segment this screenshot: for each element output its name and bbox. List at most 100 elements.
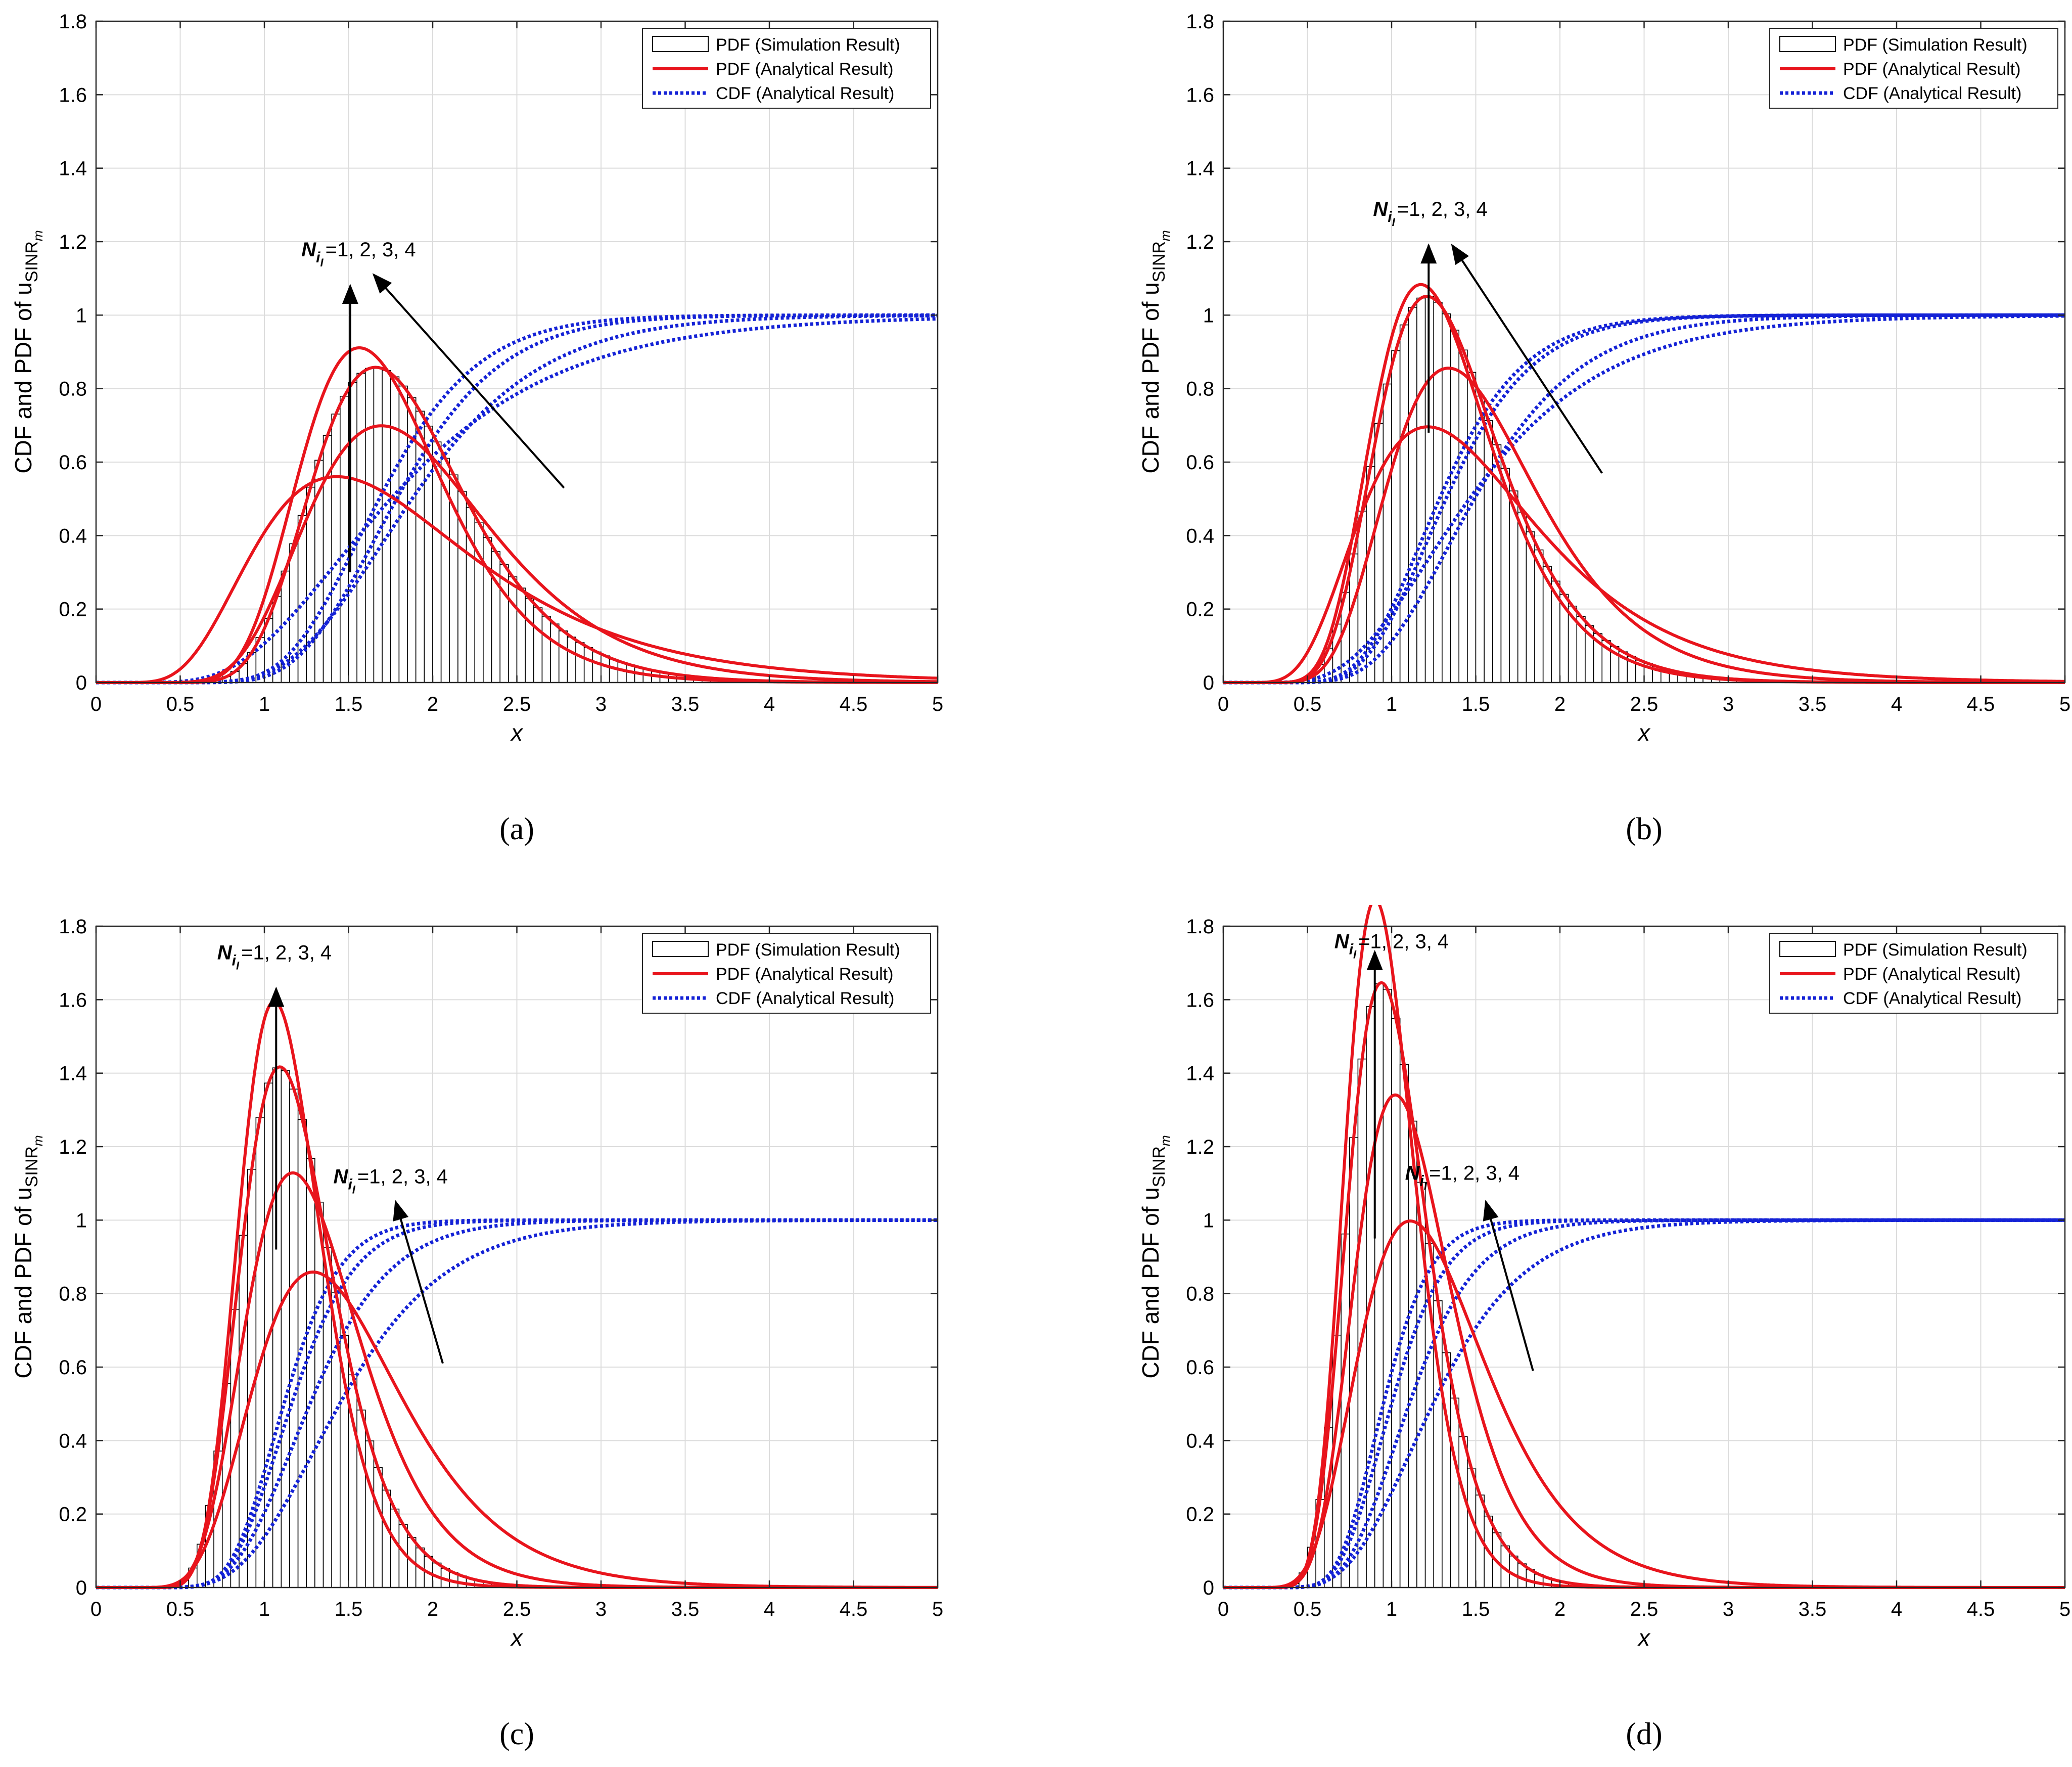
ticks: 0 0.5 1 1.5 2 2.5 3 3.5 4 4.5 5 0 0.2 0.4 0.6 0.8 1 1.2 1.… bbox=[59, 916, 943, 1620]
x-tick-label: 1.5 bbox=[335, 693, 363, 715]
histogram-bar bbox=[1442, 1352, 1451, 1588]
histogram-bar bbox=[558, 630, 568, 683]
annotation-subscript: i bbox=[348, 1176, 352, 1193]
legend-swatch-histogram bbox=[652, 36, 709, 52]
cdf-line-n4 bbox=[1223, 313, 2065, 685]
y-axis-label-sub: SINR bbox=[1149, 241, 1169, 282]
x-tick-label: 3.5 bbox=[1799, 693, 1827, 715]
annotation-label: NiI=1, 2, 3, 4 bbox=[217, 941, 332, 972]
y-axis-label: CDF and PDF of uSINRm bbox=[1137, 1135, 1173, 1378]
ticks: 0 0.5 1 1.5 2 2.5 3 3.5 4 4.5 5 0 0.2 0.4 0.6 0.8 1 1.2 1.… bbox=[1186, 11, 2070, 715]
histogram-bar bbox=[1500, 468, 1510, 683]
y-axis-label-main: CDF and PDF of u bbox=[10, 1187, 36, 1378]
y-axis-label: CDF and PDF of uSINRm bbox=[1137, 230, 1173, 473]
annotation-label: NiI=1, 2, 3, 4 bbox=[301, 239, 416, 269]
x-tick-label: 3 bbox=[595, 693, 607, 715]
x-tick-label: 1.5 bbox=[1462, 1598, 1490, 1620]
histogram-bar bbox=[617, 662, 627, 683]
annotation-subscript: i bbox=[316, 249, 320, 266]
x-tick-label: 4.5 bbox=[840, 693, 868, 715]
annotation-arrow bbox=[393, 1200, 444, 1364]
annotation-values: =1, 2, 3, 4 bbox=[1429, 1162, 1520, 1184]
histogram-bar bbox=[1467, 372, 1477, 683]
y-axis-label-sub: SINR bbox=[1149, 1146, 1169, 1187]
annotation-subsubscript: I bbox=[320, 256, 324, 269]
annotation-label: NiI=1, 2, 3, 4 bbox=[1405, 1162, 1520, 1192]
y-tick-label: 1.6 bbox=[1186, 989, 1214, 1011]
panel-caption: (d) bbox=[1626, 1717, 1662, 1751]
annotation-symbol: N bbox=[301, 239, 316, 261]
y-tick-label: 0.4 bbox=[59, 525, 87, 547]
histogram-bar bbox=[483, 537, 492, 683]
histogram-bar bbox=[340, 395, 349, 683]
histogram-bar bbox=[1399, 1064, 1409, 1588]
annotation-arrow bbox=[1451, 243, 1603, 474]
histogram-bar bbox=[1383, 988, 1392, 1588]
cdf-line-n4 bbox=[96, 313, 938, 685]
y-tick-label: 1.2 bbox=[1186, 1136, 1214, 1158]
x-tick-label: 2 bbox=[427, 1598, 438, 1620]
legend-label: CDF (Analytical Result) bbox=[716, 84, 894, 103]
x-tick-label: 4 bbox=[1891, 1598, 1902, 1620]
y-tick-label: 0.4 bbox=[59, 1430, 87, 1452]
y-tick-label: 1.4 bbox=[59, 1063, 87, 1085]
y-tick-label: 1.2 bbox=[59, 231, 87, 253]
y-tick-label: 0.4 bbox=[1186, 1430, 1214, 1452]
cdf-series bbox=[96, 1218, 938, 1590]
x-tick-label: 2.5 bbox=[503, 693, 531, 715]
histogram-bar bbox=[1416, 297, 1426, 683]
legend-label: CDF (Analytical Result) bbox=[716, 989, 894, 1008]
histogram-bar bbox=[373, 1467, 383, 1588]
histogram-bar bbox=[364, 1440, 375, 1588]
panel-d: 0 0.5 1 1.5 2 2.5 3 3.5 4 4.5 5 0 0.2 0.4 0.6 0.8 1 1.2 1.… bbox=[1127, 898, 2072, 1767]
x-tick-label: 5 bbox=[2059, 693, 2070, 715]
legend-label: PDF (Analytical Result) bbox=[1843, 965, 2020, 984]
x-tick-label: 4 bbox=[764, 693, 775, 715]
ticks: 0 0.5 1 1.5 2 2.5 3 3.5 4 4.5 5 0 0.2 0.4 0.6 0.8 1 1.2 1.… bbox=[1186, 916, 2070, 1620]
y-tick-label: 1.8 bbox=[59, 11, 87, 33]
histogram-bar bbox=[508, 576, 518, 683]
chart-b: 0 0.5 1 1.5 2 2.5 3 3.5 4 4.5 5 0 0.2 0.4 0.6 0.8 1 1.2 1.… bbox=[1137, 11, 2070, 846]
y-tick-label: 0.6 bbox=[59, 1356, 87, 1379]
histogram-bar bbox=[356, 1410, 366, 1588]
y-tick-label: 1 bbox=[1203, 1209, 1214, 1232]
annotation-label: NiI=1, 2, 3, 4 bbox=[1373, 198, 1487, 229]
x-tick-label: 5 bbox=[932, 1598, 943, 1620]
annotation-symbol: N bbox=[217, 941, 233, 964]
panel-caption: (b) bbox=[1626, 812, 1662, 846]
panel-c: 0 0.5 1 1.5 2 2.5 3 3.5 4 4.5 5 0 0.2 0.4 0.6 0.8 1 1.2 1.… bbox=[0, 905, 945, 1767]
histogram bbox=[205, 367, 812, 683]
x-tick-label: 1 bbox=[259, 693, 270, 715]
annotation-values: =1, 2, 3, 4 bbox=[241, 941, 332, 964]
annotation-arrow bbox=[1483, 1200, 1534, 1371]
annotation-subscript: i bbox=[1349, 941, 1354, 958]
y-tick-label: 0.8 bbox=[1186, 1283, 1214, 1305]
y-tick-label: 0.2 bbox=[59, 1504, 87, 1526]
histogram-bar bbox=[567, 637, 576, 683]
x-tick-label: 0.5 bbox=[1294, 1598, 1322, 1620]
histogram-bar bbox=[1450, 1397, 1459, 1588]
legend: PDF (Simulation Result) PDF (Analytical R… bbox=[642, 28, 931, 109]
annotation-subsubscript: I bbox=[236, 959, 240, 972]
y-tick-label: 0 bbox=[76, 1577, 87, 1599]
y-tick-label: 0.6 bbox=[1186, 1356, 1214, 1379]
x-tick-label: 5 bbox=[932, 693, 943, 715]
y-tick-label: 1.8 bbox=[1186, 916, 1214, 938]
histogram-bar bbox=[533, 607, 543, 683]
y-tick-label: 1.6 bbox=[59, 84, 87, 106]
panel-b: 0 0.5 1 1.5 2 2.5 3 3.5 4 4.5 5 0 0.2 0.4 0.6 0.8 1 1.2 1.… bbox=[1127, 0, 2072, 862]
x-tick-label: 3.5 bbox=[1799, 1598, 1827, 1620]
legend-swatch-histogram bbox=[1779, 36, 1836, 52]
histogram-bar bbox=[382, 1489, 391, 1588]
x-tick-label: 2.5 bbox=[1630, 693, 1659, 715]
chart-c: 0 0.5 1 1.5 2 2.5 3 3.5 4 4.5 5 0 0.2 0.4 0.6 0.8 1 1.2 1.… bbox=[10, 916, 943, 1751]
annotation-subsubscript: I bbox=[352, 1184, 356, 1196]
x-tick-label: 1.5 bbox=[1462, 693, 1490, 715]
chart-d: 0 0.5 1 1.5 2 2.5 3 3.5 4 4.5 5 0 0.2 0.4 0.6 0.8 1 1.2 1.… bbox=[1137, 898, 2070, 1751]
histogram-bar bbox=[1458, 349, 1468, 683]
y-axis-label-subsub: m bbox=[1158, 1135, 1173, 1146]
annotation-subsubscript: I bbox=[1353, 948, 1357, 961]
histogram-bar bbox=[306, 1158, 315, 1588]
x-tick-label: 2 bbox=[1554, 1598, 1565, 1620]
y-axis-label-subsub: m bbox=[30, 1135, 45, 1146]
